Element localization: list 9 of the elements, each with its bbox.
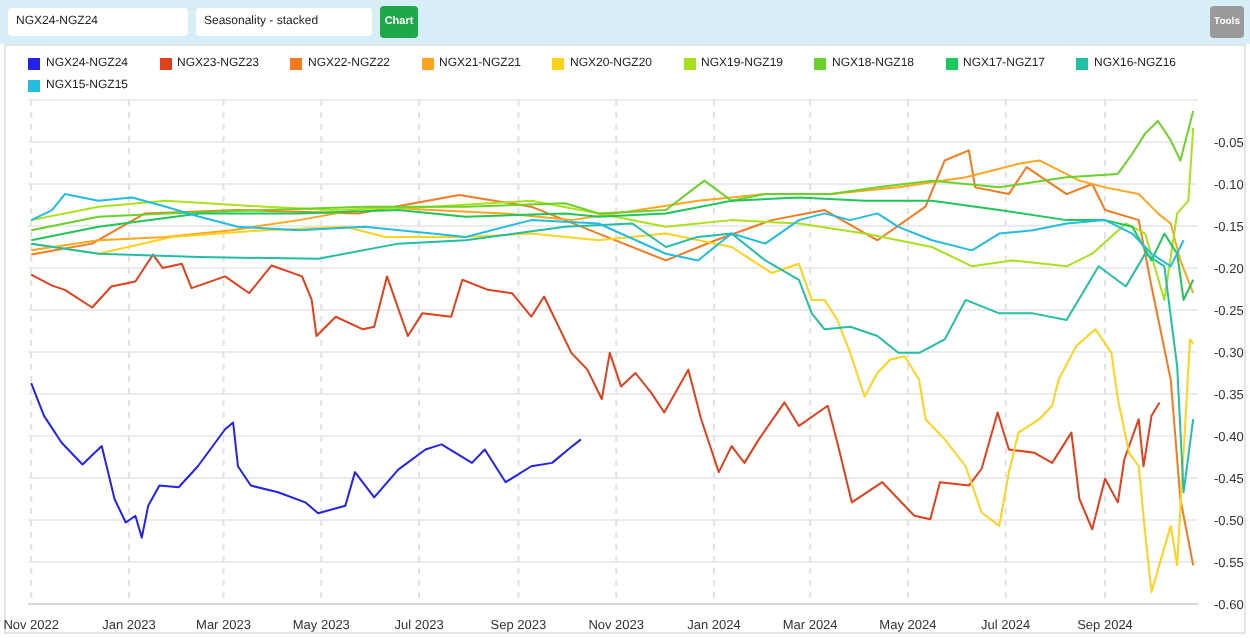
line-series [30, 126, 1195, 301]
line-series [30, 222, 1195, 494]
line-series [30, 382, 582, 539]
line-series [30, 193, 1185, 268]
line-series [30, 196, 1195, 301]
line-series [30, 149, 1195, 567]
line-series [30, 109, 1195, 232]
line-series [30, 253, 1161, 531]
line-series [30, 159, 1195, 295]
